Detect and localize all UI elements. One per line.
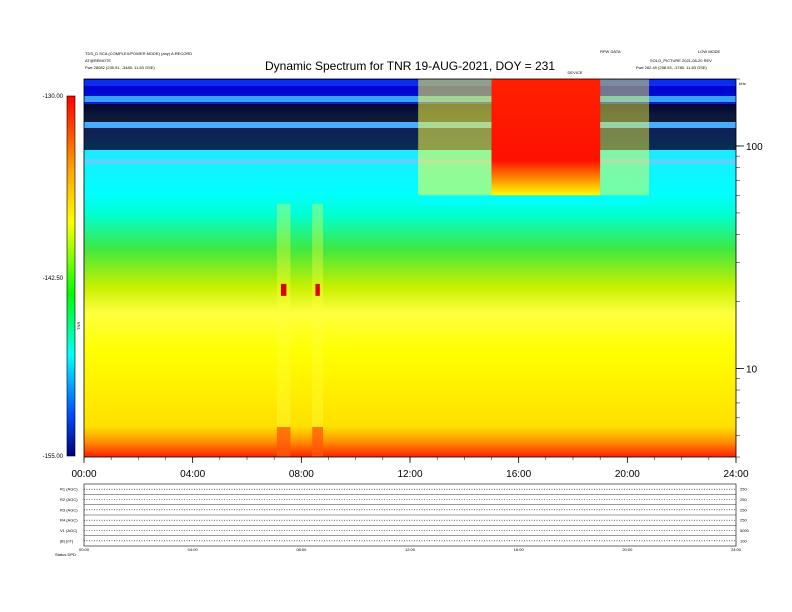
subplot-row-label-2: R3 (AGC) [60, 507, 78, 512]
spectrogram-features [276, 79, 650, 457]
subplot-time-label-2: 08:00 [296, 547, 307, 552]
feature-spot-1 [315, 283, 320, 296]
feature-burst-edge [418, 195, 650, 206]
spectrogram-line-3 [84, 159, 736, 164]
subplot-time-label-5: 20:00 [622, 547, 633, 552]
time-tick-label-4: 16:00 [506, 469, 531, 480]
feature-burst-halo-left [418, 79, 492, 196]
frequency-axis: kHz 100 10 [736, 78, 763, 458]
subplot-row-label-3: R4 (AGC) [60, 518, 78, 523]
time-tick-label-2: 08:00 [289, 469, 314, 480]
colorbar-tick-bottom: -155.00 [43, 454, 64, 460]
feature-column-0 [276, 203, 291, 457]
subplot-row-label-5: |B| (nT) [60, 538, 74, 543]
feature-column-1 [312, 203, 324, 457]
header-left-line-2: AT@REMOTE [85, 58, 111, 63]
subplot-row-scale-3: 250 [740, 518, 747, 523]
subplot-row-scale-4: 5000 [740, 528, 750, 533]
time-tick-label-5: 20:00 [615, 469, 640, 480]
colorbar-tick-mid: -142.50 [43, 276, 64, 282]
colorbar: -130.00 -142.50 -155.00 TNR [43, 94, 81, 460]
colorbar-tick-top: -130.00 [43, 94, 64, 100]
header-right-line-2: LOW MODE [698, 49, 721, 54]
feature-base-1 [312, 427, 324, 457]
frequency-unit: kHz [739, 81, 746, 86]
feature-base-0 [276, 427, 291, 457]
header-right: RPW DATA LOW MODE SOLO_PICTURE 2021-08-2… [600, 49, 721, 70]
feature-spot-0 [280, 283, 287, 296]
spectrogram-line-1 [84, 96, 736, 102]
subplot-row-label-0: R1 (AGC) [60, 487, 78, 492]
subplot-footer: Status DPD [55, 552, 76, 557]
feature-burst-halo-right [600, 79, 650, 196]
header-right-line-3: SOLO_PICTURE 2021-08-20 REV [650, 58, 712, 63]
subplot-time-label-3: 12:00 [405, 547, 416, 552]
header-left-line-1: TDS_D SCA (COMPLEX/POWER MODE) (any) A:R… [85, 51, 192, 56]
subplot-row-label-1: R2 (AGC) [60, 497, 78, 502]
time-tick-label-0: 00:00 [71, 469, 96, 480]
chart-title: Dynamic Spectrum for TNR 19-AUG-2021, DO… [265, 59, 555, 73]
subplot-time-label-0: 00:00 [79, 547, 90, 552]
time-tick-label-1: 04:00 [180, 469, 205, 480]
spectrogram [83, 78, 737, 458]
time-tick-label-3: 12:00 [397, 469, 422, 480]
header-left-line-3: Fwe 28082 (235.91, -3480, 11.83 GSE) [85, 65, 155, 70]
colorbar-label: TNR [76, 322, 81, 330]
spectrogram-line-2 [84, 123, 736, 127]
frequency-tick-label-1: 10 [746, 364, 758, 375]
colorbar-gradient [66, 95, 76, 457]
header-right-line-4: Fwe 282.49 (258.93, -3780, 11.83 GSE) [636, 65, 708, 70]
subplot-time-label-4: 16:00 [514, 547, 525, 552]
subplot-row-label-4: V1 (AGC) [60, 528, 78, 533]
subplot-row-scale-1: 250 [740, 497, 747, 502]
subplot-time-label-6: 24:00 [731, 547, 742, 552]
event-marker-label: DEVICE [568, 70, 583, 75]
header-right-line-1: RPW DATA [600, 49, 621, 54]
subplot-row-scale-0: 250 [740, 487, 747, 492]
subplot-row-scale-5: 100 [740, 538, 747, 543]
housekeeping-subplot: Status DPD R1 (AGC) 250 R2 (AGC) 250 R3 (AGC… [55, 483, 750, 557]
frequency-tick-label-0: 100 [746, 142, 763, 153]
spectrogram-line-4 [84, 80, 736, 86]
time-axis: 00:00 04:00 08:00 12:00 16:00 20:00 24:00 [71, 457, 749, 480]
time-tick-label-6: 24:00 [723, 469, 748, 480]
feature-burst-2 [491, 79, 601, 196]
subplot-time-label-1: 04:00 [188, 547, 199, 552]
header-left: TDS_D SCA (COMPLEX/POWER MODE) (any) A:R… [85, 51, 192, 70]
subplot-row-scale-2: 250 [740, 507, 747, 512]
